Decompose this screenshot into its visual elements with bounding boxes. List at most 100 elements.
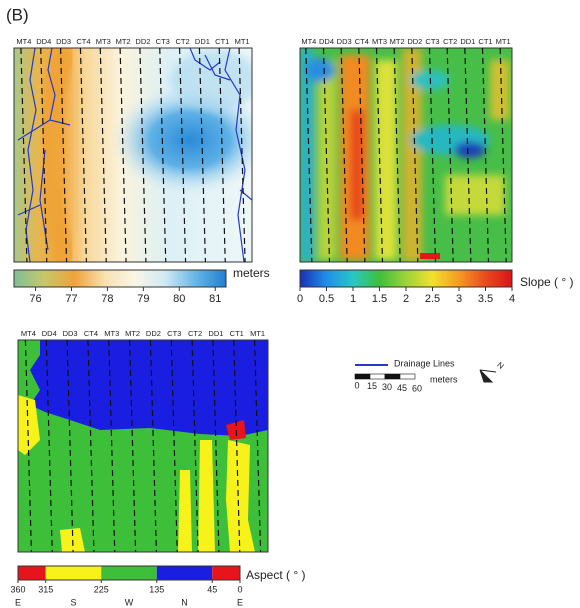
colorbar-tick-label: 4 [509, 293, 515, 305]
transect-label: MT4 [16, 37, 31, 46]
transect-line [428, 47, 437, 263]
transect-line [149, 339, 158, 553]
colorbar-tick-label: 1.5 [372, 293, 387, 305]
colorbar-tick-label: 79 [137, 293, 149, 305]
transect-label: CT1 [478, 37, 492, 46]
panel-label: (B) [6, 5, 29, 24]
transect-line [99, 47, 107, 263]
colorbar-tick-label: 135 [149, 584, 164, 594]
colorbar-tick-label: 2.5 [425, 293, 440, 305]
colorbar-tick-label: 77 [65, 293, 77, 305]
transect-label: MT1 [250, 329, 265, 338]
transect-line [40, 47, 48, 263]
transect-line [411, 47, 419, 263]
colorbar-tick-label: 225 [94, 584, 109, 594]
transect-label: CT1 [230, 329, 244, 338]
transect-label: MT4 [21, 329, 36, 338]
colorbar-tick-label: 2 [403, 293, 409, 305]
direction-label: E [15, 597, 21, 607]
transect-line [24, 339, 33, 553]
north-arrow [479, 369, 497, 383]
colorbar-unit: meters [233, 266, 270, 280]
elevation-map [14, 48, 252, 262]
transect-line [87, 339, 95, 553]
scale-tick-label: 15 [367, 381, 377, 391]
map-frame [17, 339, 269, 553]
transect-label: DD3 [337, 37, 352, 46]
colorbar-tick-label: 3.5 [478, 293, 493, 305]
aspect-class [18, 566, 46, 580]
transect-label: DD1 [195, 37, 210, 46]
colorbar-tick-label: 315 [38, 584, 53, 594]
colorbar-unit: Aspect ( ° ) [246, 568, 305, 582]
transect-label: DD2 [135, 37, 150, 46]
transect-label: MT2 [116, 37, 131, 46]
transect-label: CT4 [76, 37, 90, 46]
transect-label: DD4 [42, 329, 57, 338]
aspect-class [101, 566, 157, 580]
north-label: N [495, 360, 505, 371]
scale-segment [369, 373, 386, 380]
colorbar-tick-label: 1 [350, 293, 356, 305]
transect-line [375, 47, 384, 263]
aspect-class [45, 566, 102, 580]
transect-line [253, 339, 262, 553]
drainage-legend-label: Drainage Lines [394, 358, 455, 368]
transect-line [446, 47, 454, 263]
map-frame [13, 47, 253, 263]
transect-line [358, 47, 366, 263]
colorbar-frame [17, 565, 241, 581]
direction-label: S [70, 597, 76, 607]
scale-segment [354, 373, 371, 380]
transect-line [178, 47, 187, 263]
transect-line [139, 47, 147, 263]
transect-line [170, 339, 178, 553]
transect-label: CT3 [167, 329, 181, 338]
transect-line [393, 47, 401, 263]
transect-line [499, 47, 507, 263]
transect-label: DD4 [36, 37, 51, 46]
transect-label: DD3 [63, 329, 78, 338]
aspect-class [212, 566, 240, 580]
transect-line [218, 47, 226, 263]
transect-line [481, 47, 490, 263]
transect-line [108, 339, 116, 553]
transect-label: CT2 [188, 329, 202, 338]
scale-tick-label: 0 [354, 380, 359, 390]
scale-unit: meters [430, 374, 458, 384]
transect-label: MT3 [96, 37, 111, 46]
transect-label: DD1 [460, 37, 475, 46]
transect-line [191, 339, 199, 553]
transect-label: CT1 [215, 37, 229, 46]
transect-line [340, 47, 348, 263]
scale-tick-label: 60 [412, 384, 422, 394]
colorbar-tick-label: 0.5 [319, 293, 334, 305]
colorbar-tick-label: 78 [101, 293, 113, 305]
colorbar-tick-label: 0 [237, 584, 242, 594]
transect-line [238, 47, 246, 263]
transect-line [20, 47, 28, 263]
transect-label: MT3 [372, 37, 387, 46]
colorbar-unit: Slope ( ° ) [520, 275, 573, 289]
transect-line [59, 47, 68, 263]
transect-line [305, 47, 313, 263]
transect-line [79, 47, 88, 263]
map-frame [299, 47, 513, 263]
transect-label: CT2 [175, 37, 189, 46]
transect-label: MT2 [390, 37, 405, 46]
transect-label: MT4 [301, 37, 316, 46]
direction-label: N [181, 597, 188, 607]
transect-line [45, 339, 53, 553]
transect-line [128, 339, 137, 553]
transect-label: CT3 [156, 37, 170, 46]
slope-map [300, 48, 512, 262]
colorbar-tick-label: 81 [209, 293, 221, 305]
scale-tick-label: 30 [382, 382, 392, 392]
transect-line [119, 47, 127, 263]
transect-label: DD2 [146, 329, 161, 338]
scale-segment [399, 373, 416, 380]
transect-label: CT4 [355, 37, 369, 46]
transect-line [159, 47, 167, 263]
transect-line [464, 47, 472, 263]
